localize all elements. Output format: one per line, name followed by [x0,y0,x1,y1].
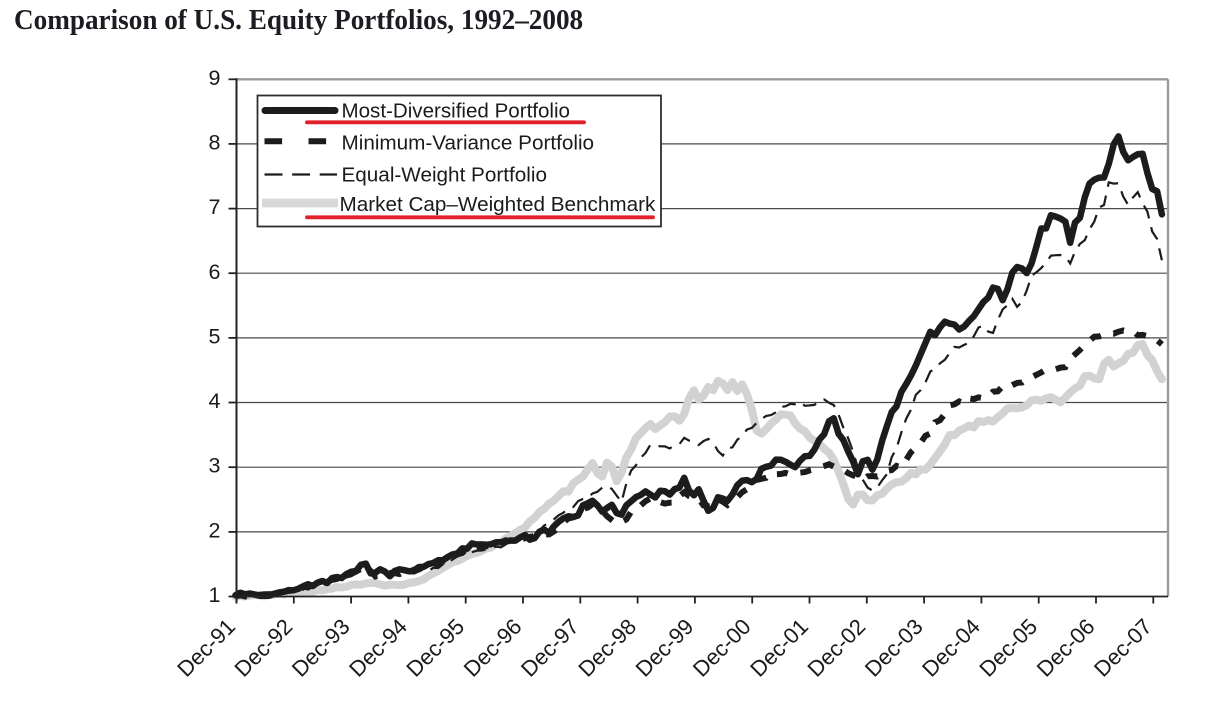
svg-text:2: 2 [209,518,221,542]
svg-text:5: 5 [209,324,221,348]
svg-text:Minimum-Variance Portfolio: Minimum-Variance Portfolio [342,132,595,155]
svg-text:4: 4 [209,389,221,413]
svg-text:7: 7 [209,195,221,219]
svg-text:Most-Diversified Portfolio: Most-Diversified Portfolio [342,100,571,123]
svg-text:Equal-Weight Portfolio: Equal-Weight Portfolio [342,164,547,187]
svg-text:Market Cap–Weighted Benchmark: Market Cap–Weighted Benchmark [340,193,656,216]
svg-text:9: 9 [209,66,221,90]
svg-text:8: 8 [209,130,221,154]
svg-text:1: 1 [209,583,221,607]
svg-text:6: 6 [209,260,221,284]
svg-text:3: 3 [209,454,221,478]
